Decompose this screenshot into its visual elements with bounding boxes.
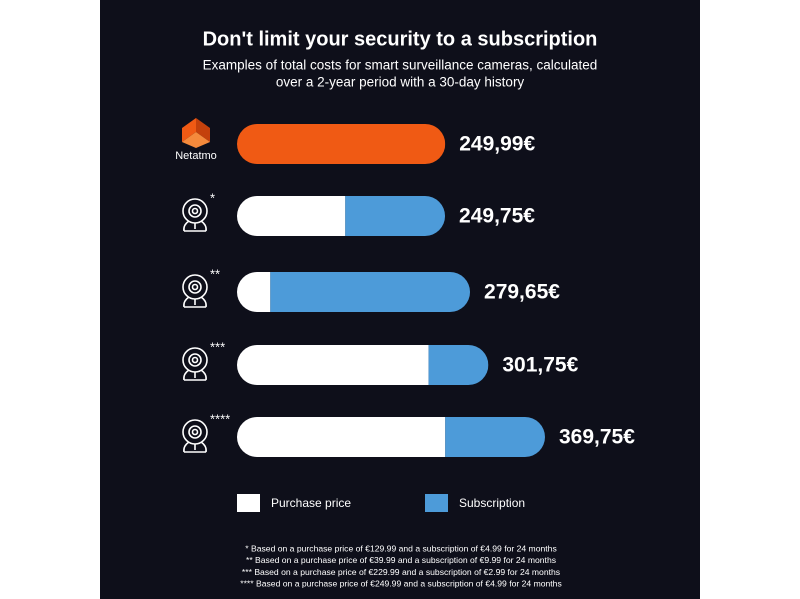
- category-label: Netatmo: [175, 150, 217, 162]
- camera-icons: [182, 198, 208, 453]
- category-label: ***: [210, 339, 225, 354]
- camera-stand: [183, 296, 207, 308]
- chart-subtitle: over a 2-year period with a 30-day histo…: [276, 75, 525, 90]
- camera-lens: [188, 425, 202, 439]
- bar-segment: [428, 345, 489, 385]
- total-label: 301,75€: [502, 354, 578, 377]
- camera-lens: [188, 353, 202, 367]
- chart-title: Don't limit your security to a subscript…: [203, 28, 598, 50]
- total-label: 249,99€: [459, 133, 535, 156]
- bar-segment: [237, 417, 446, 457]
- footnote: **** Based on a purchase price of €249.9…: [240, 579, 562, 589]
- legend-swatch: [237, 494, 260, 512]
- total-label: 249,75€: [459, 205, 535, 228]
- bar-segment: [237, 124, 446, 164]
- camera-lens: [188, 204, 202, 218]
- bar-segment: [237, 345, 429, 385]
- footnote: ** Based on a purchase price of €39.99 a…: [246, 555, 556, 565]
- camera-lens-inner: [191, 283, 199, 291]
- bar-segment: [345, 196, 446, 236]
- camera-stand: [183, 369, 207, 381]
- netatmo-logo: [182, 118, 210, 148]
- legend-label: Subscription: [459, 496, 525, 510]
- camera-lens: [188, 280, 202, 294]
- total-label: 369,75€: [559, 426, 635, 449]
- bar-segment: [270, 272, 471, 312]
- footnote: * Based on a purchase price of €129.99 a…: [245, 543, 557, 553]
- bar-segment: [237, 272, 271, 312]
- chart-subtitle: Examples of total costs for smart survei…: [203, 58, 598, 73]
- camera-lens-inner: [191, 356, 199, 364]
- camera-stand: [183, 220, 207, 232]
- total-label: 279,65€: [484, 281, 560, 304]
- category-label: *: [210, 190, 215, 205]
- category-label: ****: [210, 411, 230, 426]
- footnote: *** Based on a purchase price of €229.99…: [242, 567, 560, 577]
- legend-swatch: [425, 494, 448, 512]
- category-label: **: [210, 266, 220, 281]
- bar-segment: [445, 417, 545, 457]
- camera-stand: [183, 441, 207, 453]
- legend-label: Purchase price: [271, 496, 351, 510]
- camera-lens-inner: [191, 207, 199, 215]
- bar-segment: [237, 196, 346, 236]
- camera-lens-inner: [191, 428, 199, 436]
